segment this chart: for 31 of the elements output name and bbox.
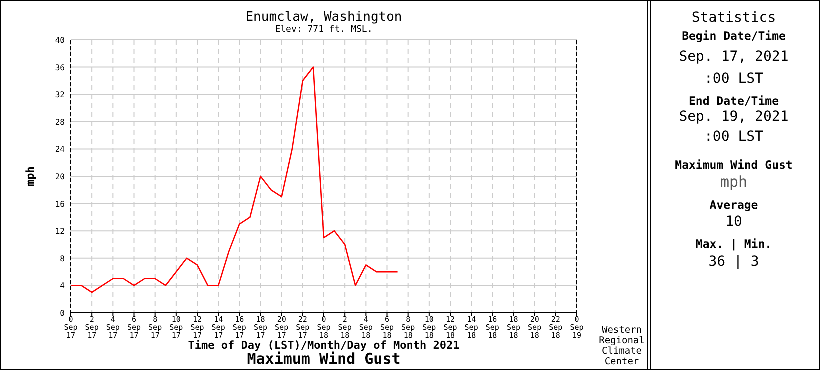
- text: Average: [710, 198, 758, 212]
- y-tick-label: 8: [60, 254, 66, 264]
- y-tick-label: 24: [55, 145, 66, 154]
- y-tick-label: 36: [55, 63, 66, 72]
- text: Western Regional Climate Center: [599, 325, 645, 368]
- y-tick-label: 16: [55, 200, 66, 209]
- y-tick-label: 0: [60, 309, 66, 318]
- y-tick-label: 28: [55, 118, 66, 127]
- text: Max. | Min.: [696, 237, 772, 251]
- text: End Date/Time: [688, 94, 780, 108]
- text: Statistics: [692, 10, 776, 26]
- text: mph: [720, 173, 748, 191]
- chart-subtitle: Elev: 771 ft. MSL.: [275, 25, 373, 35]
- text: 36 | 3: [708, 254, 760, 270]
- y-axis-title: mph: [24, 166, 37, 186]
- y-tick-label: 4: [60, 282, 66, 291]
- y-tick-label: 32: [55, 90, 66, 100]
- chart-title: Enumclaw, Washington: [246, 10, 402, 25]
- text: Sep. 17, 2021: [679, 49, 789, 65]
- text: Sep. 19, 2021: [679, 109, 789, 125]
- text: :00 LST: [704, 71, 764, 87]
- text: 10: [726, 214, 742, 230]
- text: Begin Date/Time: [682, 29, 786, 43]
- text: Maximum Wind Gust: [675, 158, 793, 172]
- text: Maximum Wind Gust: [247, 350, 401, 368]
- text: :00 LST: [704, 129, 764, 145]
- y-tick-label: 12: [55, 227, 66, 236]
- y-tick-label: 40: [55, 36, 66, 45]
- y-tick-label: 20: [55, 172, 66, 182]
- line-series: [70, 66, 398, 294]
- x-axis-title: Time of Day (LST)/Month/Day of Month 2021: [188, 339, 460, 352]
